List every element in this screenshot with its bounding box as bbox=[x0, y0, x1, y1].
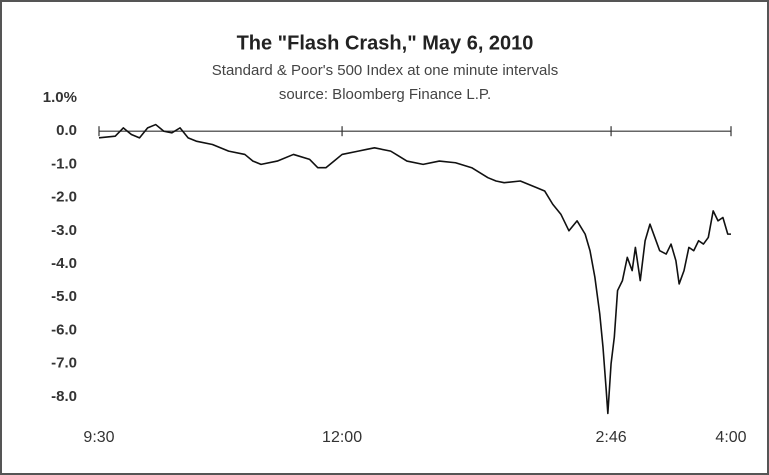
y-tick-label: -6.0 bbox=[51, 321, 77, 338]
y-tick-label: -1.0 bbox=[51, 155, 77, 172]
y-tick-label: -2.0 bbox=[51, 189, 77, 206]
y-tick-label: -3.0 bbox=[51, 222, 77, 239]
y-tick-label: -8.0 bbox=[51, 388, 77, 405]
y-tick-label: 1.0% bbox=[43, 89, 77, 106]
chart-title: The "Flash Crash," May 6, 2010 bbox=[237, 32, 534, 54]
x-tick-label: 12:00 bbox=[322, 429, 362, 446]
x-tick-label: 4:00 bbox=[715, 429, 746, 446]
chart-subtitle: Standard & Poor's 500 Index at one minut… bbox=[212, 62, 558, 79]
chart-source: source: Bloomberg Finance L.P. bbox=[279, 86, 491, 103]
y-tick-label: -5.0 bbox=[51, 288, 77, 305]
x-tick-label: 9:30 bbox=[83, 429, 114, 446]
x-tick-label: 2:46 bbox=[596, 429, 627, 446]
y-tick-label: 0.0 bbox=[56, 122, 77, 139]
price-line bbox=[98, 123, 731, 415]
y-tick-label: -4.0 bbox=[51, 255, 77, 272]
y-tick-label: -7.0 bbox=[51, 355, 77, 372]
